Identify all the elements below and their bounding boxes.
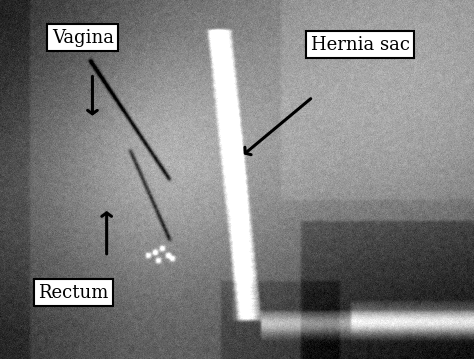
Text: Rectum: Rectum [38,284,109,302]
Text: Hernia sac: Hernia sac [311,36,410,54]
Text: Vagina: Vagina [52,29,114,47]
